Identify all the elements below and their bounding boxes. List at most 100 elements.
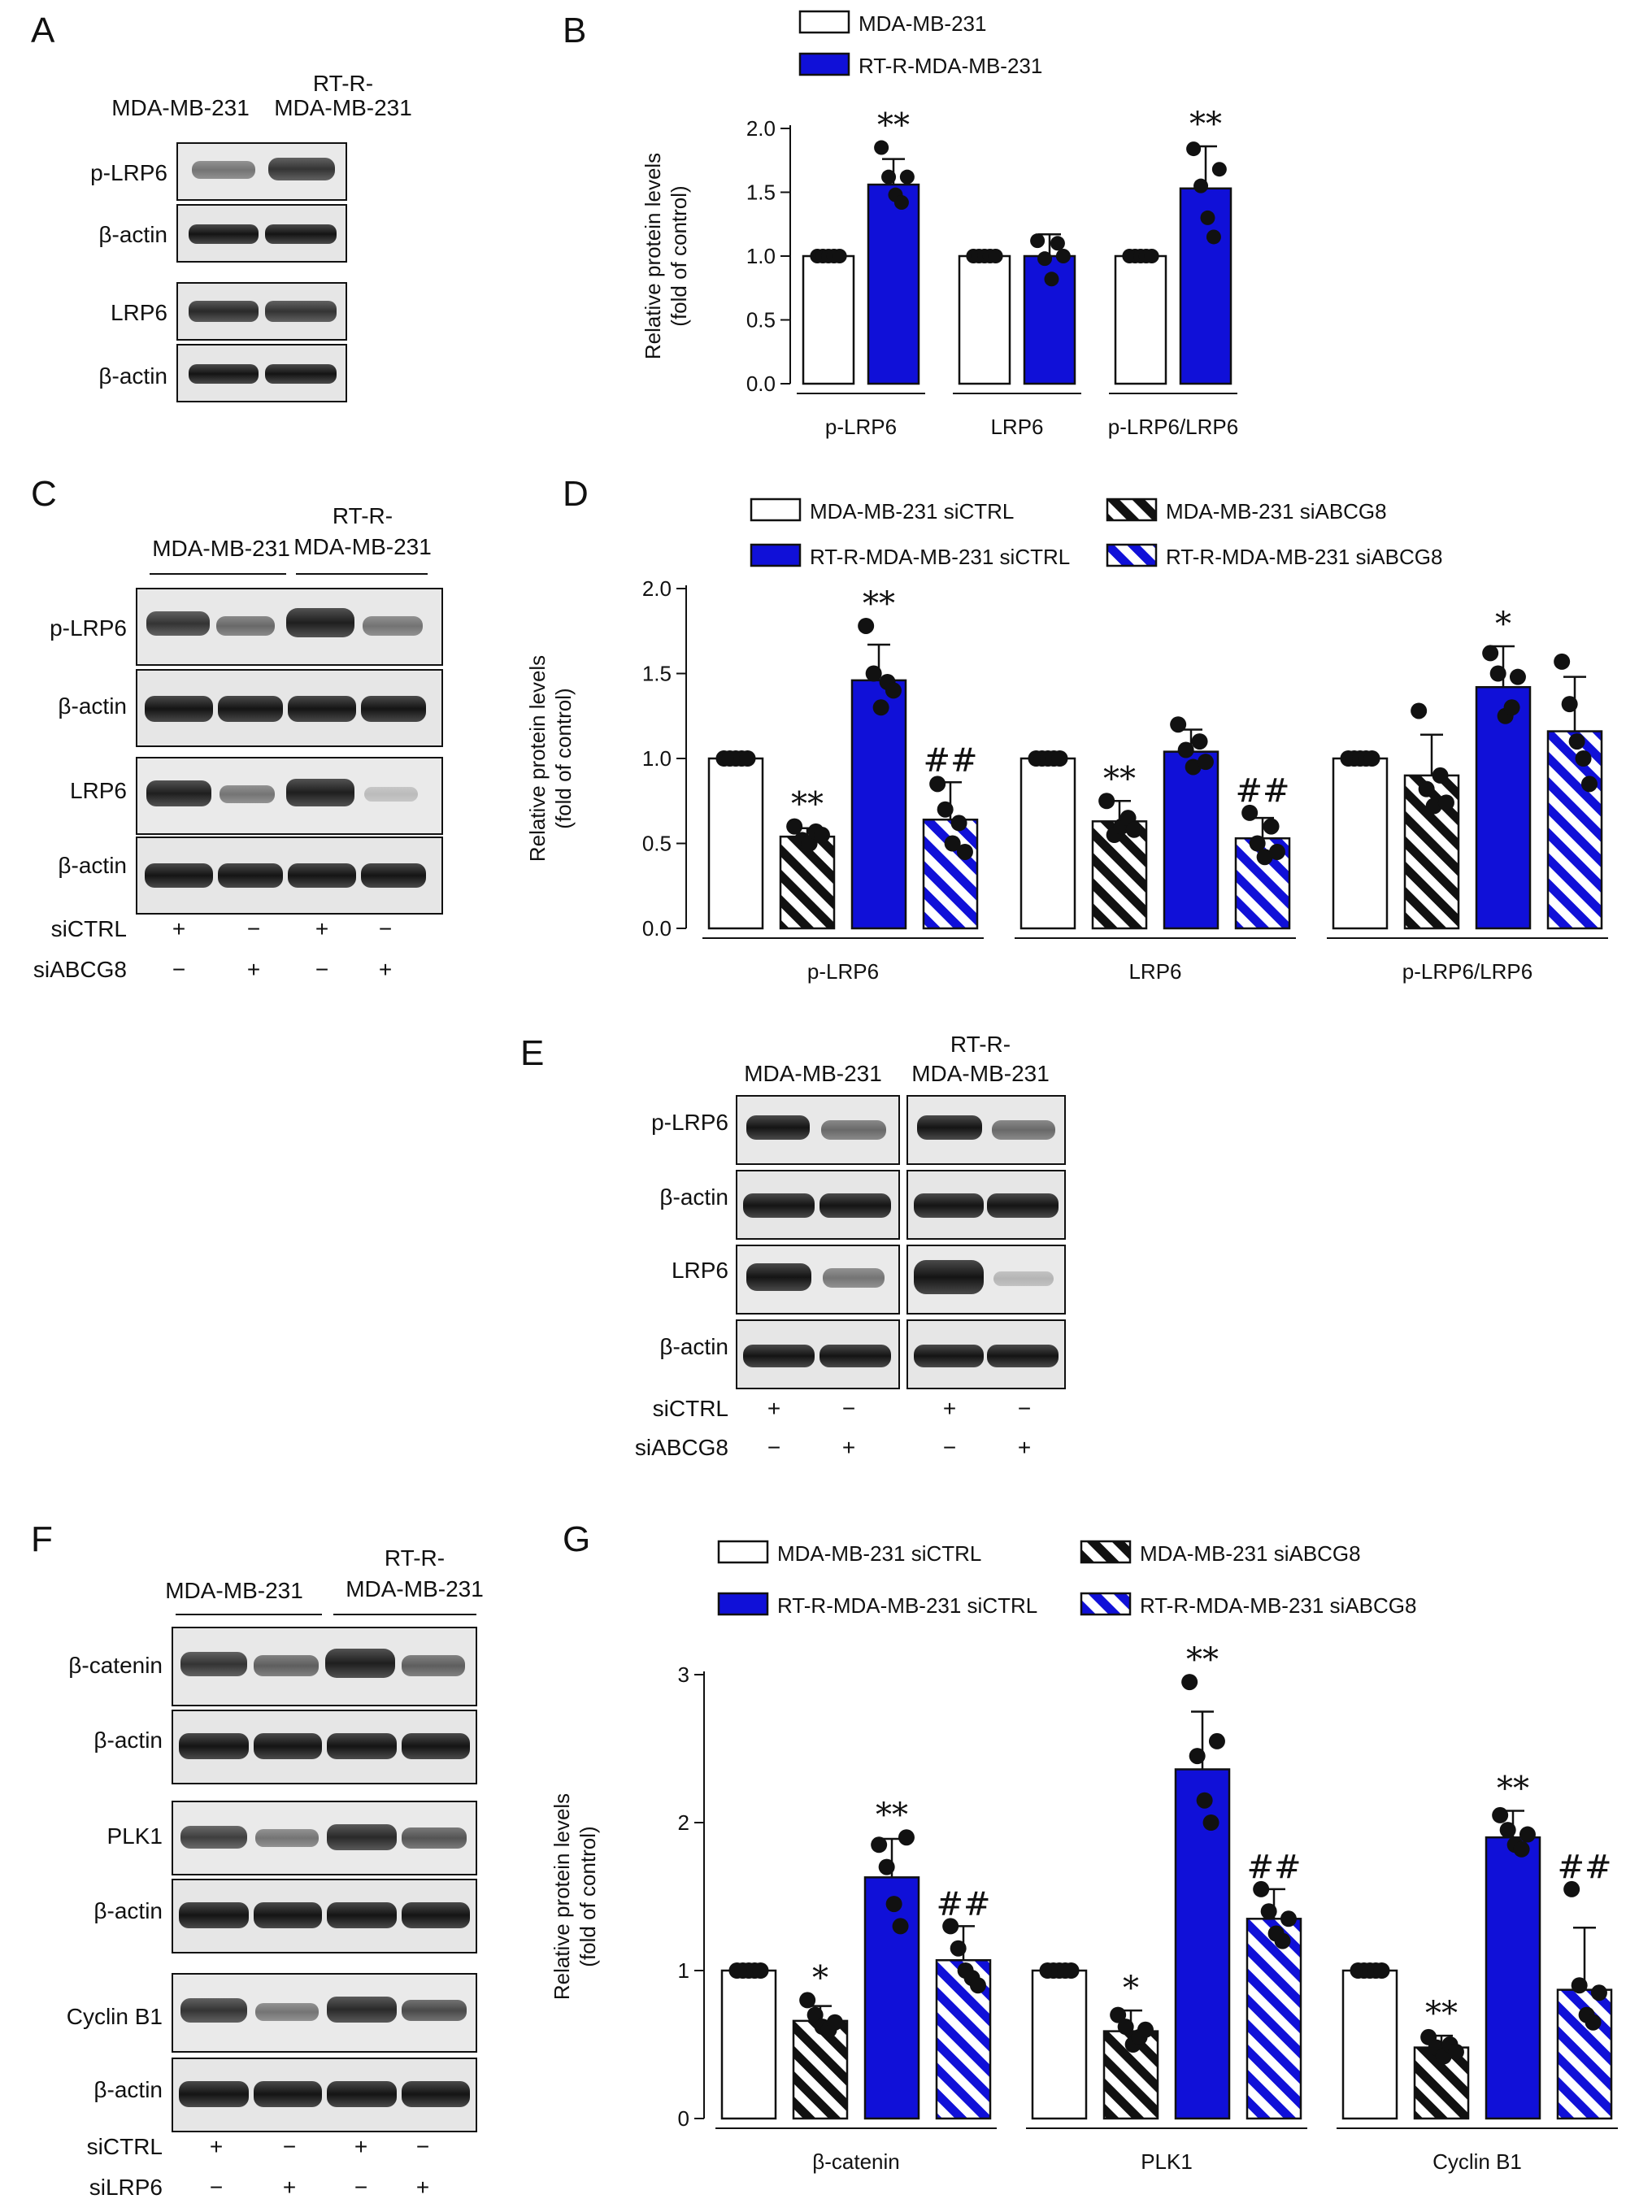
chart-g: 0 1 2 3 Relative protein levels (fold of cont… <box>550 1540 1618 2174</box>
sign: − <box>172 957 185 982</box>
data-point <box>988 249 1003 263</box>
data-point <box>1063 1962 1080 1979</box>
data-point <box>739 750 756 767</box>
data-point <box>1253 1880 1270 1897</box>
sign: − <box>842 1396 855 1421</box>
x-tick-label: p-LRP6/LRP6 <box>1402 959 1532 984</box>
blot-band <box>268 158 335 180</box>
legend-label: MDA-MB-231 siCTRL <box>810 499 1014 524</box>
y-tick-label: 1 <box>678 1958 689 1983</box>
lane-label: RT-R- <box>313 71 373 96</box>
y-tick-label: 0.0 <box>746 372 776 396</box>
data-point <box>1513 1840 1530 1858</box>
group-label: MDA-MB-231 <box>293 534 432 559</box>
sign: + <box>247 957 260 982</box>
chart-d: 0.0 0.5 1.0 1.5 2.0 Relative protein levels (f… <box>525 498 1608 984</box>
panel-letter: B <box>563 11 586 50</box>
blot-row-label: β-actin <box>98 363 167 389</box>
data-point <box>1186 141 1202 157</box>
legend-label: RT-R-MDA-MB-231 siABCG8 <box>1140 1593 1416 1618</box>
data-point <box>899 169 915 185</box>
legend-label: MDA-MB-231 siABCG8 <box>1166 499 1387 524</box>
condition-label: siCTRL <box>87 2134 163 2159</box>
bar <box>707 757 764 930</box>
legend-swatch <box>750 543 802 567</box>
blot-strip <box>736 1319 1066 1389</box>
data-point <box>1202 1814 1219 1831</box>
bar <box>958 254 1011 385</box>
data-point <box>1170 716 1187 733</box>
sign: − <box>416 2134 429 2159</box>
data-point <box>1411 702 1428 719</box>
sign: − <box>379 916 392 941</box>
blot-band <box>192 161 255 179</box>
data-point <box>865 665 882 682</box>
blot-row-label: LRP6 <box>111 300 167 325</box>
data-point <box>874 140 889 155</box>
data-point <box>1098 793 1115 810</box>
significance-mark: ## <box>1235 772 1289 810</box>
bar <box>867 183 920 385</box>
blot-band <box>265 224 337 244</box>
legend-label: MDA-MB-231 siABCG8 <box>1140 1541 1361 1566</box>
data-point <box>1196 1792 1213 1809</box>
bar <box>1485 1836 1541 2120</box>
data-point <box>872 699 889 716</box>
data-point <box>1509 668 1526 685</box>
data-point <box>1181 1674 1198 1691</box>
bar <box>1031 1969 1088 2120</box>
significance-mark: ** <box>877 107 910 145</box>
blot-strip <box>176 282 347 341</box>
legend-label: MDA-MB-231 siCTRL <box>777 1541 981 1566</box>
blot-band <box>189 301 259 322</box>
data-point <box>1489 665 1506 682</box>
data-point <box>752 1962 769 1979</box>
y-tick-label: 0.5 <box>746 308 776 332</box>
sign: + <box>767 1396 780 1421</box>
sign: + <box>315 916 328 941</box>
data-point <box>1418 780 1435 797</box>
panel-letter: D <box>563 474 589 514</box>
data-point <box>1563 1880 1580 1897</box>
lane-label: MDA-MB-231 <box>274 95 412 120</box>
legend-label: MDA-MB-231 <box>859 11 986 36</box>
data-point <box>969 1977 986 1994</box>
x-tick-label: LRP6 <box>990 415 1043 439</box>
sign: + <box>1018 1435 1031 1460</box>
data-point <box>1177 741 1194 758</box>
data-point <box>858 617 875 634</box>
legend-label: RT-R-MDA-MB-231 siCTRL <box>777 1593 1037 1618</box>
data-point <box>885 682 902 699</box>
legend-swatch <box>1080 1540 1132 1564</box>
bar <box>850 679 907 930</box>
y-tick-label: 0 <box>678 2106 689 2131</box>
data-point <box>893 195 909 211</box>
blot-band <box>265 364 337 384</box>
bar <box>802 254 855 385</box>
x-tick-label: PLK1 <box>1141 2149 1193 2174</box>
data-point <box>1554 653 1571 670</box>
data-point <box>950 815 967 832</box>
significance-mark: ** <box>1103 760 1136 797</box>
data-point <box>1193 178 1209 193</box>
data-point <box>892 1918 909 1935</box>
data-point <box>799 1992 816 2009</box>
y-tick-label: 0.5 <box>642 832 672 856</box>
significance-mark: * <box>1495 606 1511 643</box>
panel-letter: E <box>520 1033 544 1073</box>
blot-strip <box>172 1710 477 1784</box>
blot-row-label: p-LRP6 <box>651 1110 728 1135</box>
data-point <box>1208 1732 1225 1749</box>
data-point <box>832 249 847 263</box>
group-label: RT-R- <box>385 1545 445 1571</box>
significance-mark: ** <box>1497 1770 1529 1807</box>
data-point <box>950 1940 967 1957</box>
blot-strip <box>176 344 347 402</box>
blot-row-label: LRP6 <box>672 1258 728 1283</box>
data-point <box>1241 804 1259 821</box>
data-point <box>1030 233 1046 249</box>
condition-label: siCTRL <box>51 916 127 941</box>
sign: + <box>354 2134 367 2159</box>
panel-letter: C <box>31 474 57 514</box>
blot-row-label: β-actin <box>98 222 167 247</box>
